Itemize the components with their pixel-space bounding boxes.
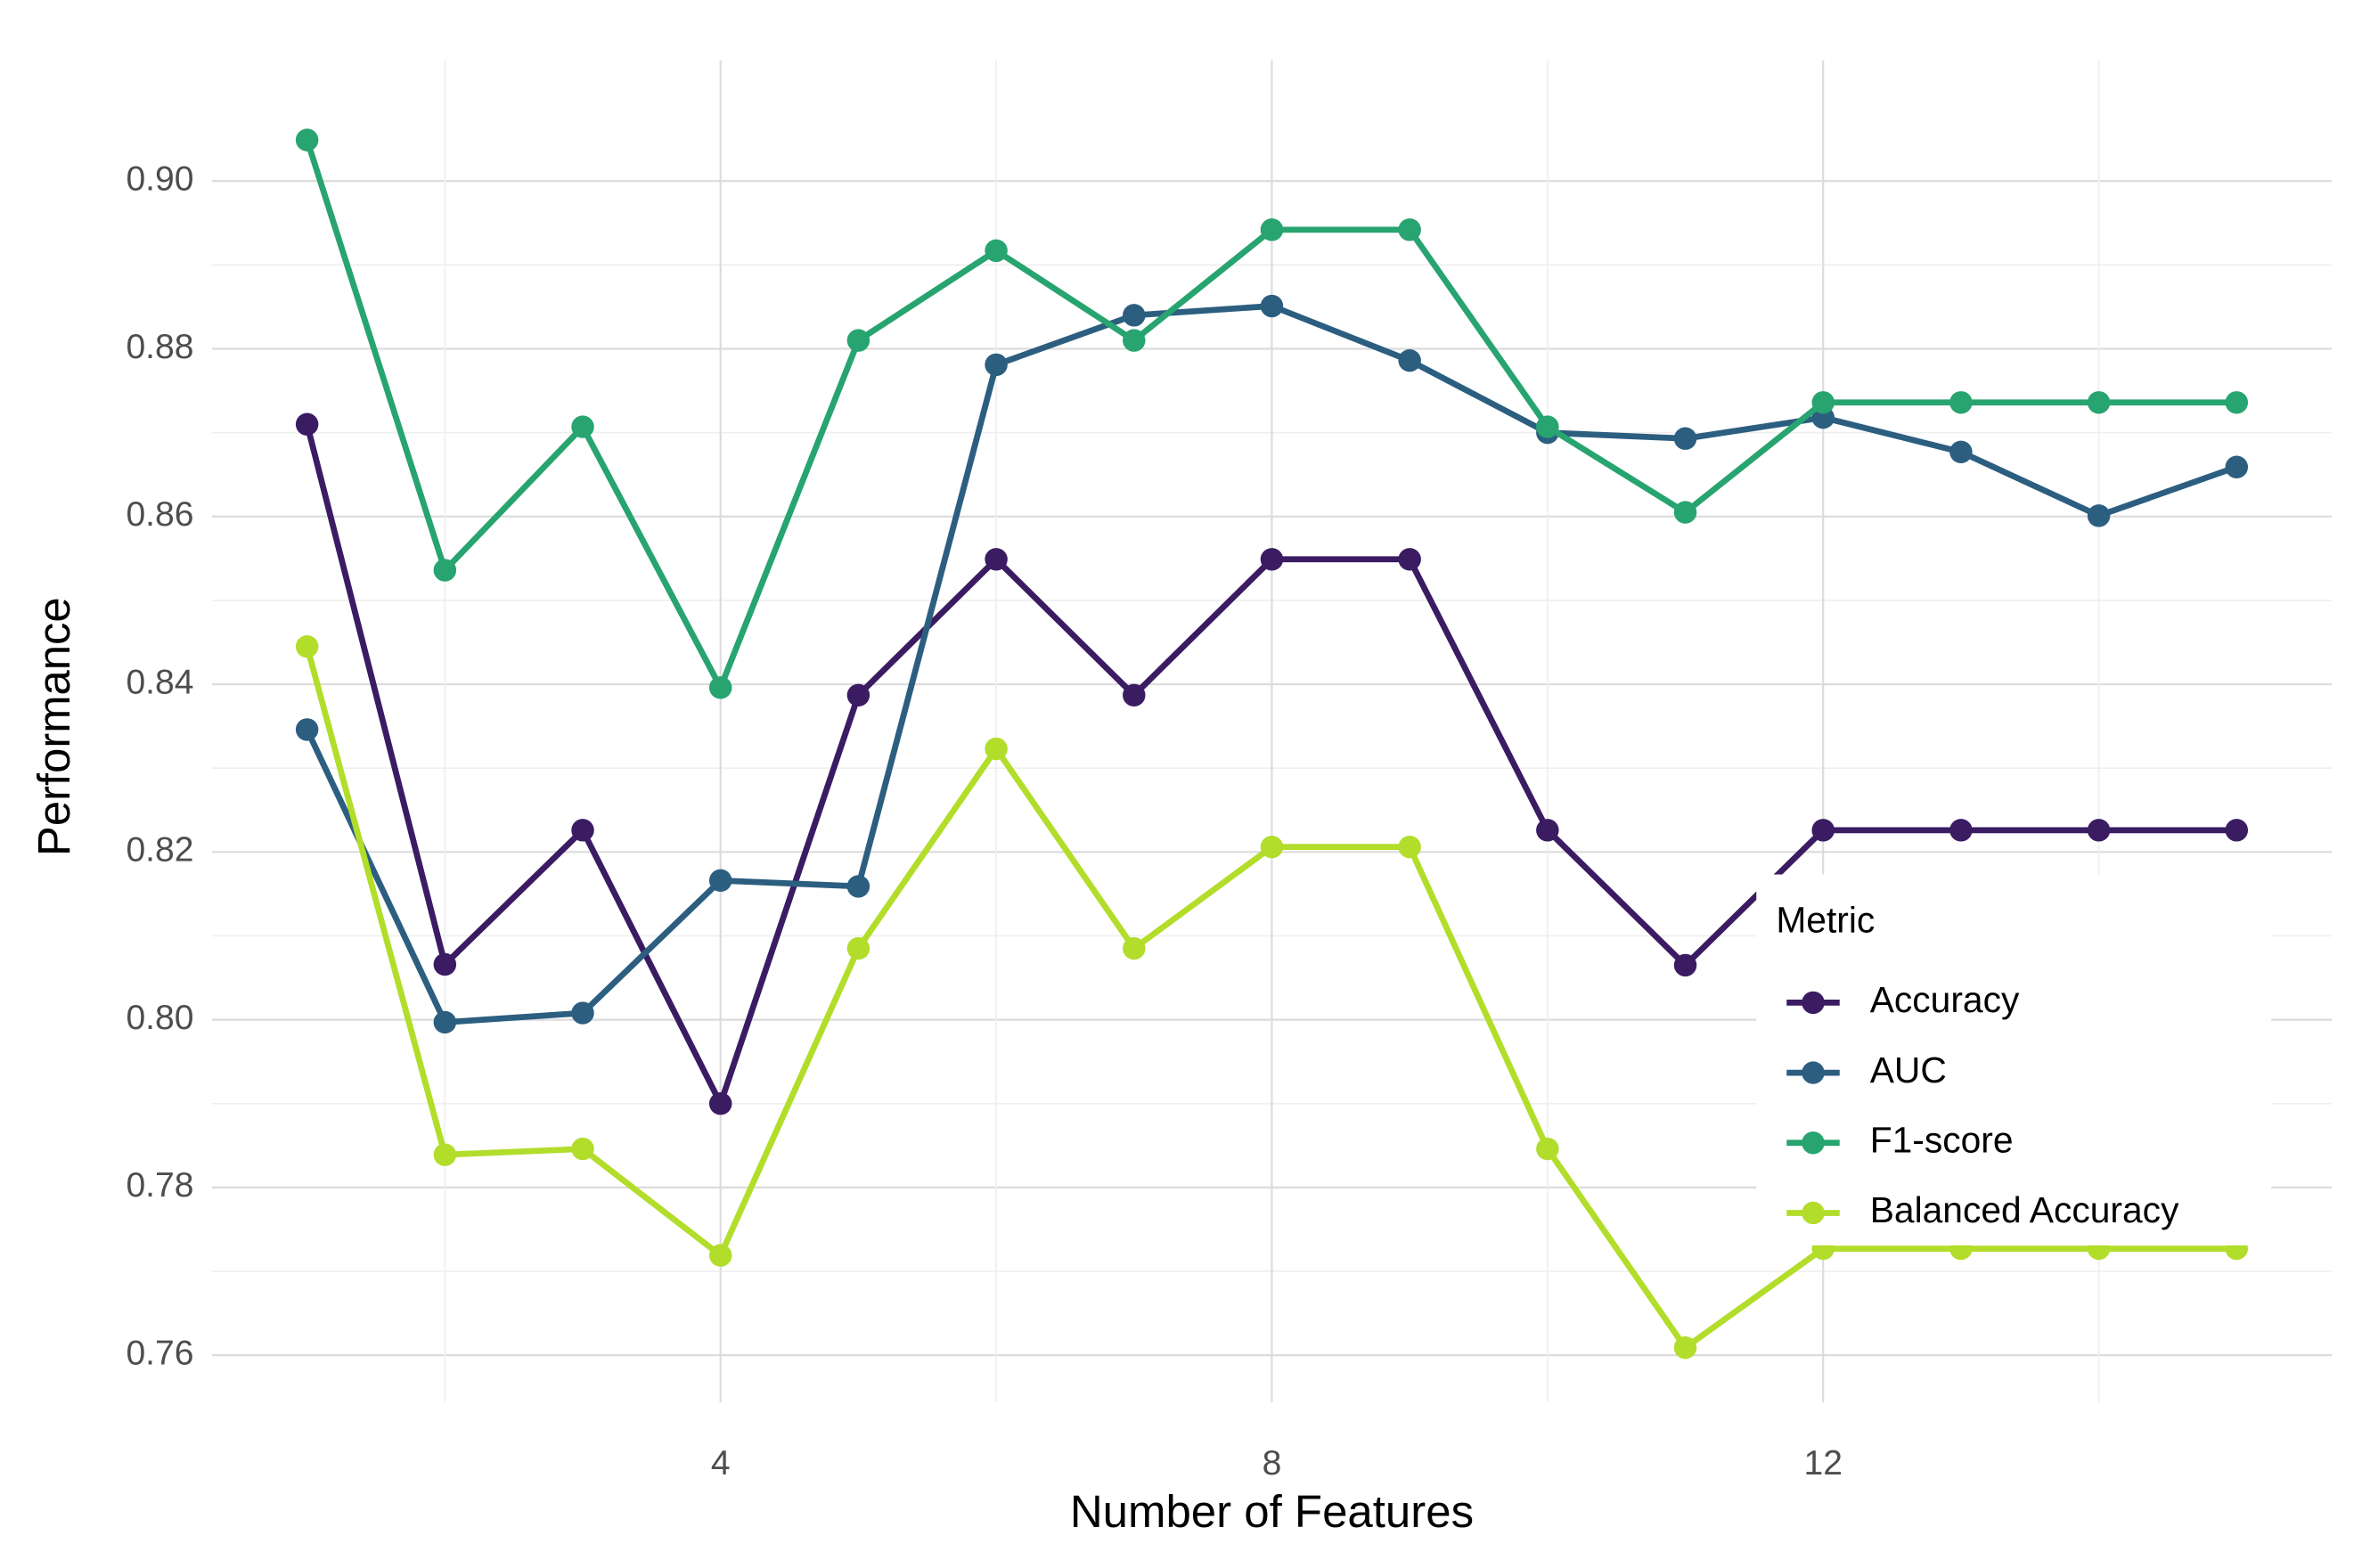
data-point	[571, 1001, 594, 1025]
data-point	[1123, 304, 1146, 327]
data-point	[433, 1143, 457, 1166]
data-point	[708, 676, 732, 699]
data-point	[1260, 548, 1284, 571]
data-point	[1673, 427, 1697, 450]
data-point	[985, 239, 1008, 263]
data-point	[708, 869, 732, 893]
data-point	[2225, 819, 2249, 842]
y-axis-title: Performance	[29, 597, 79, 856]
data-point	[571, 819, 594, 842]
data-point	[2225, 391, 2249, 414]
y-tick-label: 0.82	[126, 831, 193, 870]
legend-swatch	[1802, 1131, 1825, 1155]
legend-swatch	[1802, 1201, 1825, 1225]
y-tick-label: 0.86	[126, 495, 193, 534]
legend-swatch	[1802, 1061, 1825, 1084]
data-point	[2087, 819, 2111, 842]
data-point	[1536, 819, 1559, 842]
data-point	[1123, 683, 1146, 706]
y-tick-label: 0.88	[126, 328, 193, 366]
x-tick-label: 12	[1803, 1444, 1842, 1482]
data-point	[1260, 835, 1284, 859]
data-point	[1398, 218, 1421, 241]
data-point	[708, 1092, 732, 1115]
data-point	[985, 548, 1008, 571]
data-point	[2087, 391, 2111, 414]
data-point	[1536, 415, 1559, 438]
data-point	[295, 412, 319, 436]
grid: 0.76 0.78 0.80 0.82 0.84 0.86 0.88 0.90 4 8 12	[126, 60, 2333, 1482]
data-point	[985, 737, 1008, 761]
data-point	[1398, 835, 1421, 859]
y-tick-label: 0.84	[126, 663, 193, 701]
data-point	[846, 936, 870, 960]
legend-label: Accuracy	[1870, 979, 2020, 1020]
data-point	[295, 718, 319, 741]
data-point	[1811, 391, 1835, 414]
data-point	[1673, 501, 1697, 524]
data-point	[1949, 391, 1973, 414]
y-tick-label: 0.78	[126, 1166, 193, 1205]
data-point	[1123, 329, 1146, 352]
data-point	[708, 1244, 732, 1267]
data-point	[985, 353, 1008, 377]
legend-title: Metric	[1776, 899, 1875, 940]
data-point	[1260, 294, 1284, 318]
data-point	[571, 415, 594, 438]
legend-label: Balanced Accuracy	[1870, 1189, 2179, 1230]
legend-swatch	[1802, 991, 1825, 1015]
data-point	[1260, 218, 1284, 241]
data-point	[1123, 936, 1146, 960]
data-point	[846, 329, 870, 352]
data-point	[295, 635, 319, 658]
data-point	[1811, 819, 1835, 842]
x-tick-label: 8	[1263, 1444, 1282, 1482]
data-point	[1949, 440, 1973, 463]
data-point	[1398, 349, 1421, 372]
data-point	[295, 128, 319, 151]
data-point	[1536, 1137, 1559, 1161]
data-point	[846, 875, 870, 898]
legend-label: F1-score	[1870, 1120, 2014, 1161]
data-point	[433, 1010, 457, 1034]
legend-box	[1756, 874, 2272, 1245]
data-point	[2087, 504, 2111, 527]
data-point	[571, 1137, 594, 1161]
data-point	[433, 952, 457, 976]
data-point	[1673, 1335, 1697, 1360]
x-axis-title: Number of Features	[1070, 1486, 1474, 1537]
x-tick-label: 4	[711, 1444, 731, 1482]
y-tick-label: 0.90	[126, 160, 193, 199]
y-tick-label: 0.76	[126, 1334, 193, 1372]
data-point	[1398, 548, 1421, 571]
data-point	[1949, 819, 1973, 842]
data-point	[2225, 455, 2249, 478]
data-point	[433, 559, 457, 582]
legend-label: AUC	[1870, 1049, 1947, 1090]
data-point	[846, 683, 870, 706]
y-tick-label: 0.80	[126, 999, 193, 1037]
data-point	[1673, 953, 1697, 977]
legend: Metric Accuracy AUC F1-score Balanced Accura…	[1756, 874, 2272, 1245]
